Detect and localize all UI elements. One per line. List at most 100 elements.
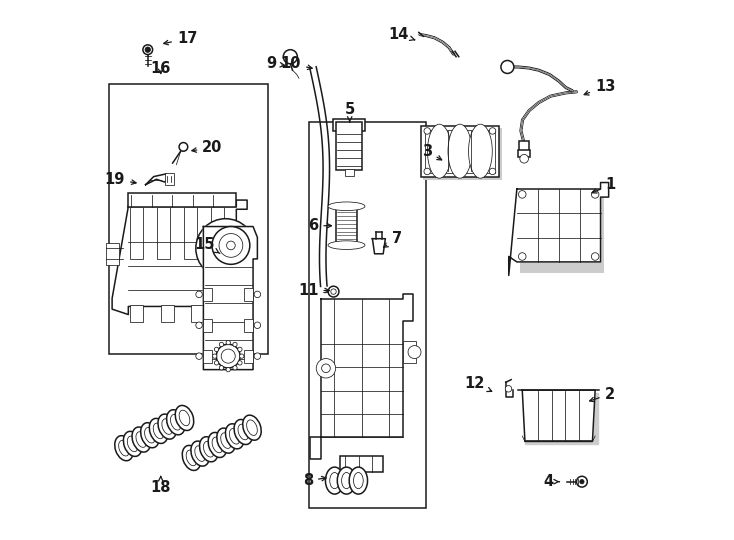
Bar bbox=[203, 319, 212, 332]
Circle shape bbox=[254, 291, 261, 298]
Circle shape bbox=[580, 480, 584, 484]
Bar bbox=[244, 288, 253, 301]
Bar bbox=[211, 206, 224, 259]
Ellipse shape bbox=[175, 406, 194, 430]
Ellipse shape bbox=[191, 441, 209, 466]
Ellipse shape bbox=[136, 432, 147, 447]
Text: 6: 6 bbox=[308, 218, 332, 233]
Text: 9: 9 bbox=[266, 56, 285, 71]
Circle shape bbox=[518, 191, 526, 198]
Circle shape bbox=[424, 128, 430, 134]
Text: 8: 8 bbox=[302, 473, 326, 488]
Bar bbox=[333, 119, 366, 131]
Circle shape bbox=[576, 476, 587, 487]
Bar bbox=[130, 306, 143, 321]
Ellipse shape bbox=[170, 415, 181, 430]
Circle shape bbox=[217, 345, 240, 368]
Ellipse shape bbox=[179, 410, 190, 426]
Circle shape bbox=[328, 286, 339, 297]
Polygon shape bbox=[523, 390, 595, 442]
Bar bbox=[244, 319, 253, 332]
Text: 5: 5 bbox=[344, 102, 355, 122]
Circle shape bbox=[226, 340, 230, 345]
Circle shape bbox=[490, 168, 495, 175]
Ellipse shape bbox=[217, 428, 236, 453]
Ellipse shape bbox=[243, 415, 261, 440]
Circle shape bbox=[408, 346, 421, 359]
Ellipse shape bbox=[127, 436, 138, 451]
Bar bbox=[336, 206, 357, 245]
Circle shape bbox=[219, 342, 224, 347]
Ellipse shape bbox=[238, 424, 249, 440]
Ellipse shape bbox=[427, 124, 451, 178]
Ellipse shape bbox=[119, 441, 129, 456]
Text: 16: 16 bbox=[150, 60, 171, 76]
Ellipse shape bbox=[200, 437, 218, 462]
Circle shape bbox=[219, 233, 243, 258]
Bar bbox=[161, 306, 173, 321]
Text: 19: 19 bbox=[105, 172, 136, 187]
Ellipse shape bbox=[132, 427, 150, 452]
Ellipse shape bbox=[468, 124, 493, 178]
Circle shape bbox=[219, 366, 224, 370]
Ellipse shape bbox=[182, 446, 201, 470]
Polygon shape bbox=[112, 200, 247, 314]
Ellipse shape bbox=[212, 437, 222, 453]
Circle shape bbox=[143, 45, 153, 55]
Text: 10: 10 bbox=[280, 56, 312, 71]
Bar bbox=[520, 192, 604, 273]
Ellipse shape bbox=[448, 124, 472, 178]
Text: 15: 15 bbox=[195, 237, 220, 253]
Circle shape bbox=[196, 322, 203, 328]
Circle shape bbox=[196, 219, 255, 278]
Bar bbox=[403, 341, 416, 363]
Circle shape bbox=[592, 191, 599, 198]
Text: 2: 2 bbox=[589, 387, 614, 402]
Text: 13: 13 bbox=[584, 79, 615, 95]
Ellipse shape bbox=[141, 423, 159, 448]
Circle shape bbox=[592, 253, 599, 260]
Circle shape bbox=[227, 241, 235, 249]
Circle shape bbox=[331, 289, 336, 294]
Bar bbox=[184, 206, 197, 259]
Circle shape bbox=[424, 168, 430, 175]
Ellipse shape bbox=[229, 429, 240, 444]
Bar bbox=[244, 350, 253, 363]
Bar bbox=[345, 169, 354, 176]
Ellipse shape bbox=[203, 442, 214, 457]
Bar bbox=[109, 84, 268, 354]
Circle shape bbox=[196, 353, 203, 360]
Circle shape bbox=[213, 354, 217, 359]
Bar bbox=[425, 130, 495, 173]
Text: 14: 14 bbox=[389, 27, 415, 42]
Ellipse shape bbox=[341, 472, 352, 489]
Bar bbox=[164, 173, 174, 185]
Circle shape bbox=[501, 60, 514, 73]
Circle shape bbox=[219, 242, 232, 255]
Bar bbox=[130, 206, 143, 259]
Ellipse shape bbox=[338, 467, 356, 494]
Circle shape bbox=[214, 347, 219, 352]
Ellipse shape bbox=[328, 202, 365, 211]
Circle shape bbox=[238, 347, 242, 352]
Ellipse shape bbox=[162, 419, 172, 434]
Ellipse shape bbox=[354, 472, 363, 489]
Bar bbox=[309, 122, 426, 508]
Polygon shape bbox=[310, 294, 413, 459]
Circle shape bbox=[233, 366, 237, 370]
Circle shape bbox=[233, 342, 237, 347]
Circle shape bbox=[520, 154, 528, 163]
Circle shape bbox=[226, 367, 230, 372]
Ellipse shape bbox=[349, 467, 368, 494]
Bar bbox=[203, 288, 212, 301]
Ellipse shape bbox=[325, 467, 344, 494]
Circle shape bbox=[214, 361, 219, 365]
Text: 3: 3 bbox=[421, 144, 442, 160]
Circle shape bbox=[321, 364, 330, 373]
Ellipse shape bbox=[167, 410, 185, 435]
Circle shape bbox=[205, 228, 246, 269]
Circle shape bbox=[283, 50, 297, 64]
Ellipse shape bbox=[330, 472, 339, 489]
Circle shape bbox=[179, 143, 188, 151]
Circle shape bbox=[221, 349, 235, 363]
